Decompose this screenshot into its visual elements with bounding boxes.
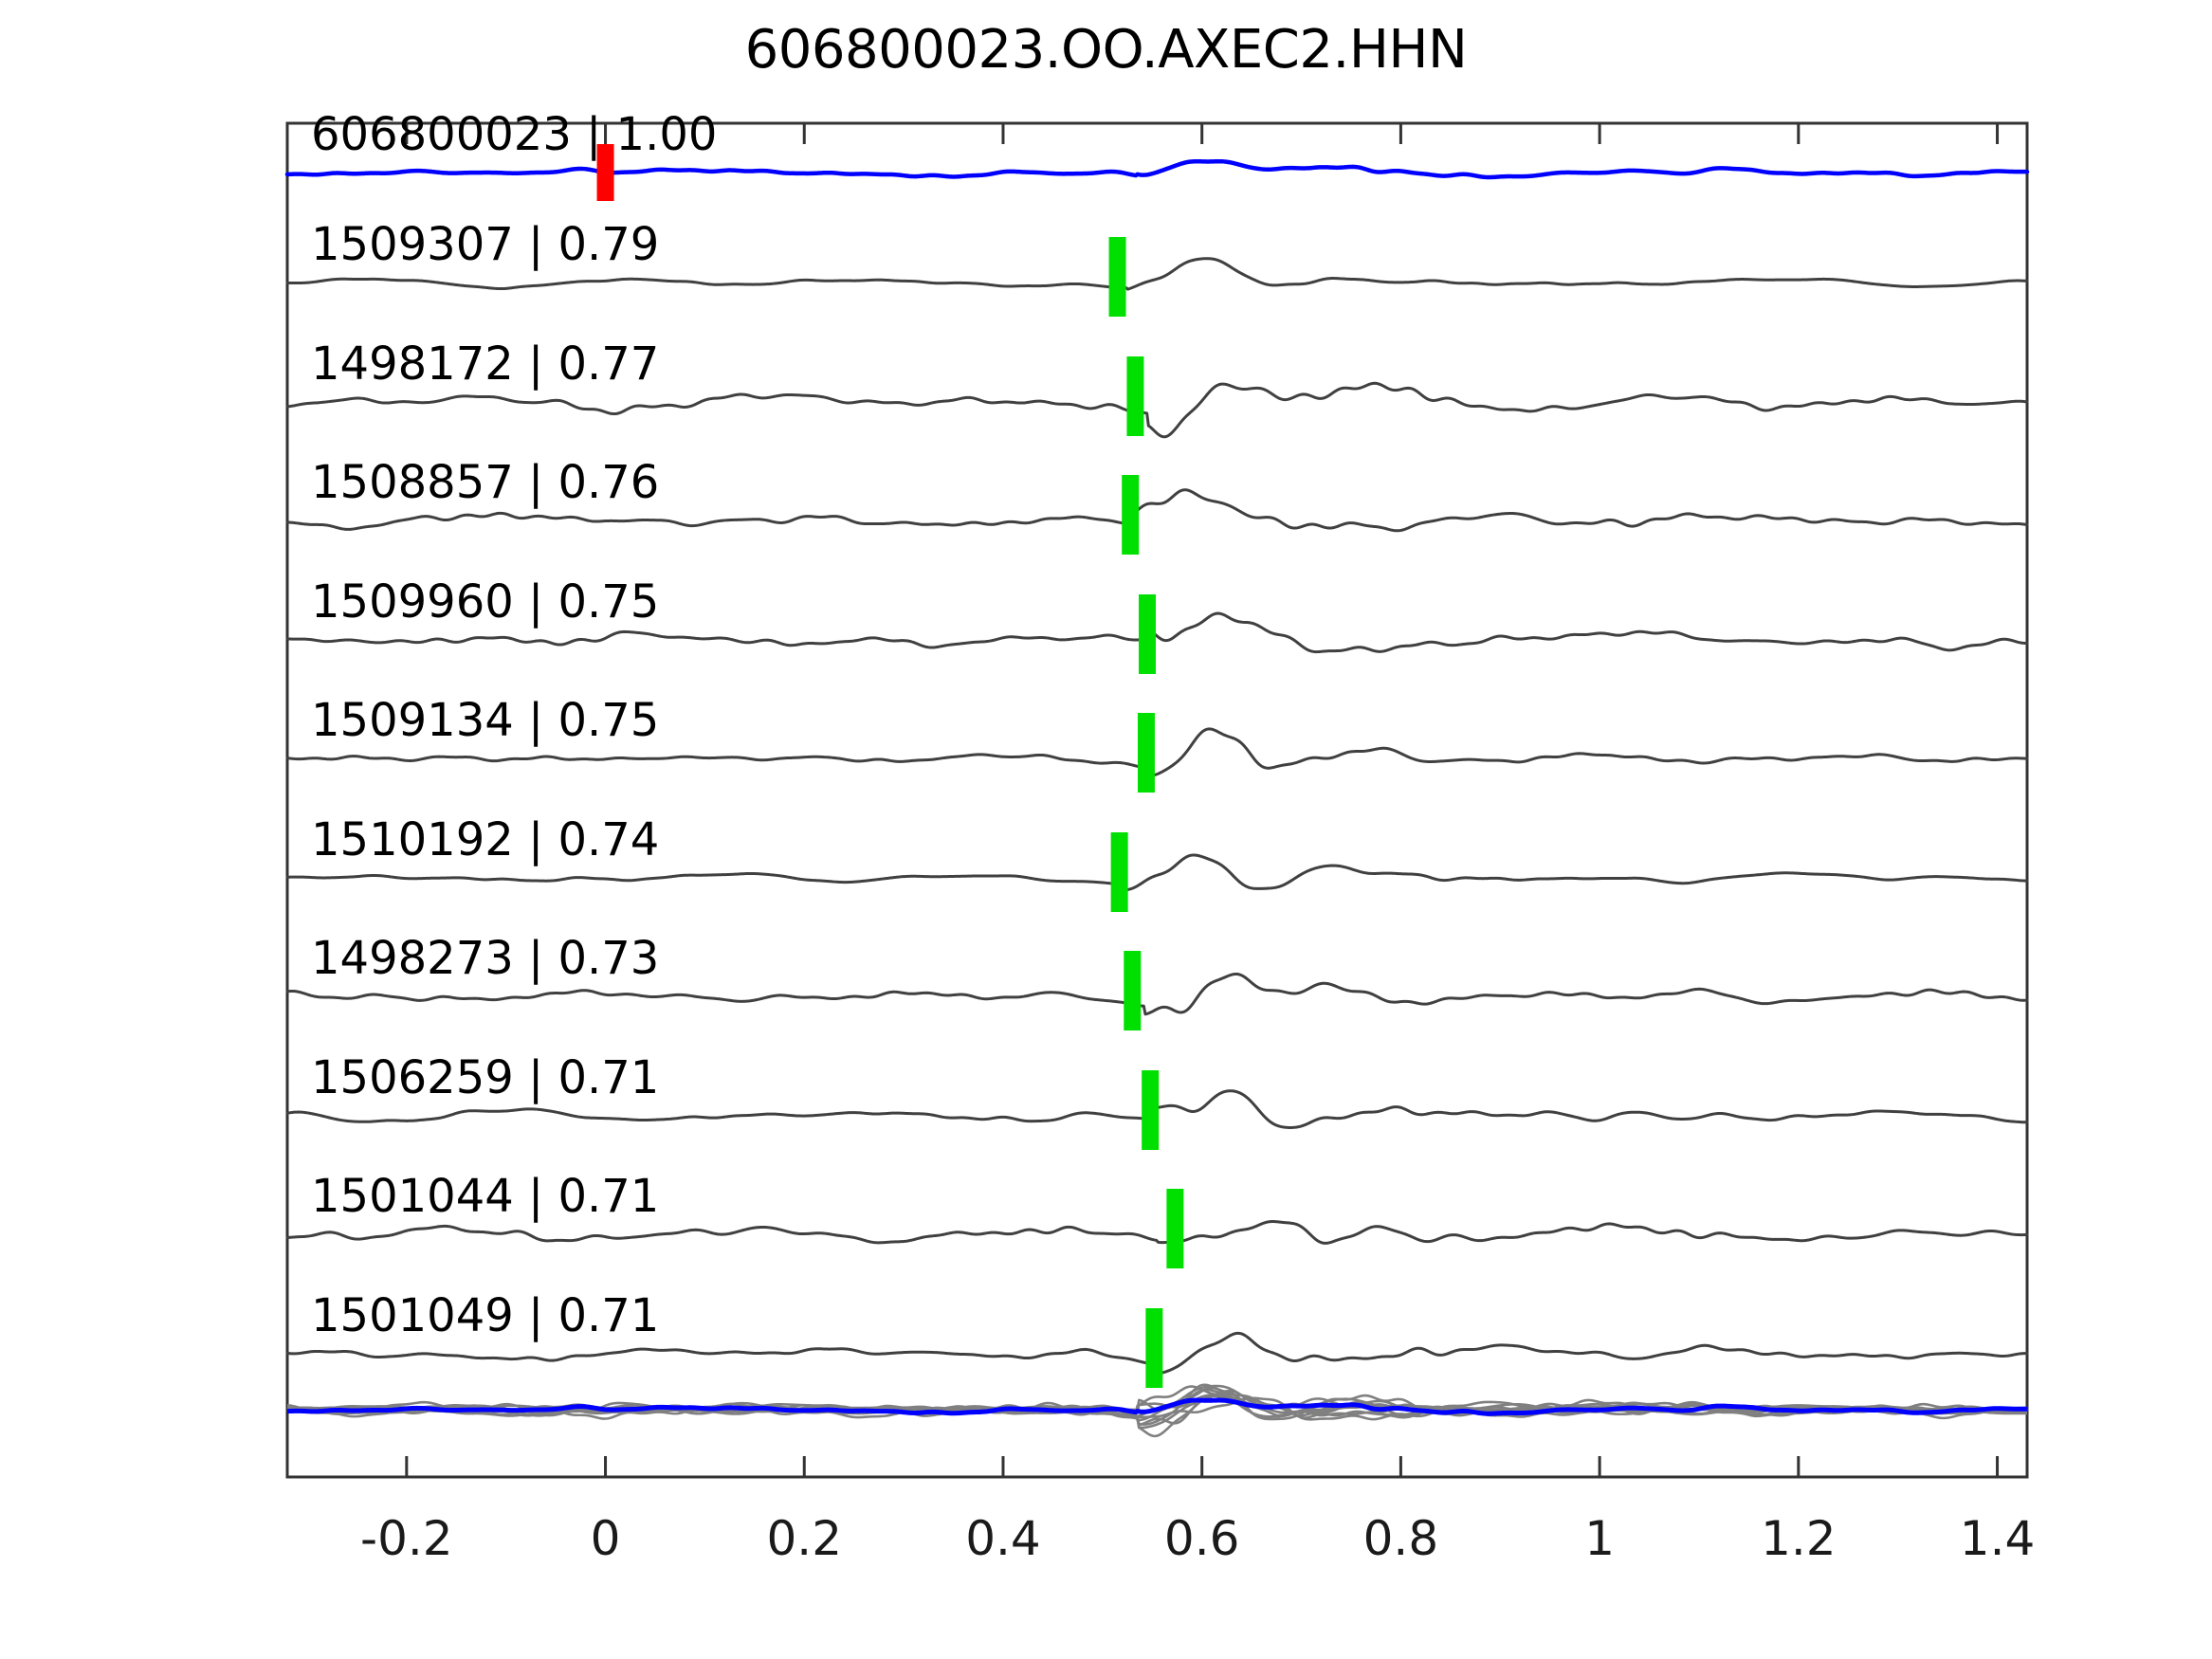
trace-label-1498172: 1498172 | 0.77 <box>311 337 660 391</box>
x-tick-label-5: 0.8 <box>1362 1511 1439 1566</box>
waveform-trace-1498172 <box>285 381 2029 439</box>
detection-pick-marker-1510192 <box>1110 832 1128 912</box>
detection-pick-marker-1506259 <box>1142 1070 1160 1150</box>
detection-pick-marker-1498172 <box>1126 356 1144 436</box>
page-title: 606800023.OO.AXEC2.HHN <box>744 19 1468 81</box>
waveform-trace-1508857 <box>285 488 2029 533</box>
detection-pick-marker-1501049 <box>1145 1308 1163 1388</box>
x-tick-label-7: 1.2 <box>1761 1511 1837 1566</box>
axes-border <box>285 121 2029 1479</box>
trace-label-1509307: 1509307 | 0.79 <box>311 218 660 271</box>
trace-label-1498273: 1498273 | 0.73 <box>311 932 660 985</box>
detection-pick-marker-1498273 <box>1124 951 1142 1030</box>
x-tick-label-0: -0.2 <box>360 1511 453 1566</box>
stack-template-trace <box>286 1397 2028 1416</box>
x-tick-label-2: 0.2 <box>766 1511 843 1566</box>
trace-label-1506259: 1506259 | 0.71 <box>311 1051 660 1104</box>
trace-label-1509960: 1509960 | 0.75 <box>311 575 660 629</box>
waveform-trace-1510192 <box>285 853 2029 892</box>
pick-markers <box>596 144 1184 1388</box>
x-tick-label-6: 1 <box>1584 1511 1616 1566</box>
trace-label-1508857: 1508857 | 0.76 <box>311 456 660 509</box>
x-tick-label-3: 0.4 <box>965 1511 1041 1566</box>
detection-pick-marker-1501044 <box>1166 1189 1184 1268</box>
waveform-trace-1509307 <box>285 257 2029 291</box>
axis-ticks <box>405 123 2000 1477</box>
template-pick-marker-606800023 <box>596 144 614 201</box>
trace-label-1509134: 1509134 | 0.75 <box>311 694 660 747</box>
axes-frame <box>285 121 2029 1479</box>
detection-pick-marker-1509134 <box>1137 713 1155 793</box>
detection-pick-marker-1509960 <box>1139 594 1157 674</box>
trace-label-1510192: 1510192 | 0.74 <box>311 813 660 866</box>
x-tick-label-4: 0.6 <box>1163 1511 1240 1566</box>
waveform-trace-1501044 <box>285 1220 2029 1245</box>
trace-label-606800023: 606800023 | 1.00 <box>311 108 718 161</box>
stack-overlay-panel <box>286 1383 2028 1438</box>
waveform-trace-1509960 <box>285 611 2029 654</box>
waveform-trace-606800023 <box>284 158 2030 180</box>
waveform-trace-1498273 <box>285 972 2029 1016</box>
waveform-trace-1509134 <box>285 727 2029 777</box>
x-tick-label-8: 1.4 <box>1959 1511 2036 1566</box>
detection-pick-marker-1509307 <box>1108 237 1126 317</box>
trace-label-1501049: 1501049 | 0.71 <box>311 1289 660 1342</box>
x-tick-label-1: 0 <box>590 1511 621 1566</box>
trace-label-1501044: 1501044 | 0.71 <box>311 1170 660 1223</box>
detection-pick-marker-1508857 <box>1122 475 1140 555</box>
